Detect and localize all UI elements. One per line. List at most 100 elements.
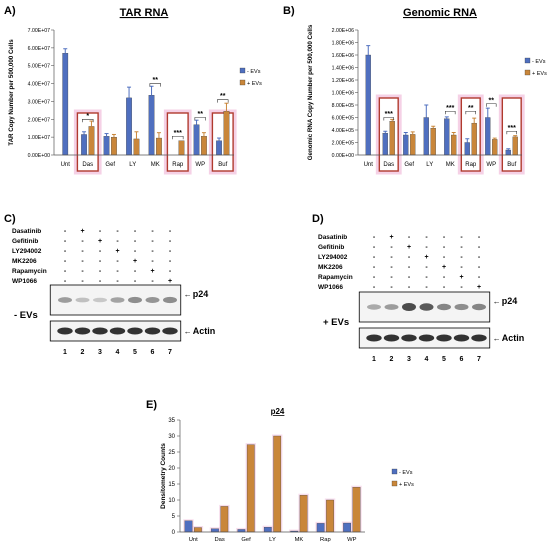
treatment-sign: - <box>99 248 102 255</box>
lane-number: 3 <box>407 356 411 363</box>
treatment-sign: - <box>373 274 376 281</box>
p24-band <box>75 297 90 303</box>
bar-plus-ev-rap <box>178 140 185 156</box>
bar-minus-ev-buf <box>216 140 222 156</box>
bar-plus-ev-buf <box>512 136 518 156</box>
p24-band <box>472 303 486 311</box>
highlight-glow <box>208 109 237 175</box>
bar-minus-ev-das <box>382 132 388 156</box>
legend-swatch <box>391 480 398 487</box>
bar-plus-ev-mk <box>451 134 457 156</box>
bar-minus-ev-rap <box>316 523 325 533</box>
p24-band <box>163 296 177 304</box>
bar-plus-ev-das <box>88 126 95 156</box>
treatment-sign: - <box>478 254 481 261</box>
treatment-sign: - <box>81 258 84 265</box>
significance-marker: ** <box>198 111 204 118</box>
treatment-sign: + <box>477 284 481 291</box>
bar-minus-ev-mk <box>444 118 450 156</box>
treatment-label: WP1066 <box>318 284 343 291</box>
bar-minus-ev-unt <box>365 54 371 156</box>
treatment-label: LY294002 <box>12 248 42 255</box>
treatment-sign: - <box>64 248 67 255</box>
lane-number: 7 <box>168 349 172 356</box>
p24-band <box>437 303 451 311</box>
highlight-box <box>378 97 399 172</box>
treatment-sign: - <box>408 254 411 261</box>
treatment-sign: - <box>390 254 393 261</box>
treatment-sign: - <box>151 228 154 235</box>
chart-title: TAR RNA <box>120 7 169 19</box>
x-tick-label: WP <box>195 162 205 168</box>
lane-number: 6 <box>460 356 464 363</box>
bar-plus-ev-mk <box>156 137 162 156</box>
p24-band <box>367 304 381 310</box>
treatment-label: MK2206 <box>12 258 37 265</box>
x-tick-label: LY <box>426 162 433 168</box>
treatment-sign: - <box>443 234 446 241</box>
highlight-glow <box>163 109 192 175</box>
treatment-sign: - <box>81 278 84 285</box>
actin-band <box>144 327 161 335</box>
bar-plus-ev-gef <box>111 136 117 156</box>
bar-minus-ev-ly <box>263 527 272 533</box>
treatment-sign: - <box>478 234 481 241</box>
legend-swatch <box>524 69 531 76</box>
bar-minus-ev-gef <box>103 136 110 156</box>
legend-swatch <box>239 79 246 86</box>
lane-number: 2 <box>390 356 394 363</box>
legend-label: - EVs <box>399 470 413 476</box>
chart-title: Genomic RNA <box>403 7 477 19</box>
actin-band <box>401 334 417 342</box>
significance-marker: *** <box>385 111 393 118</box>
lane-number: 4 <box>425 356 429 363</box>
actin-band <box>92 327 108 335</box>
western-blot-plus-evs: Dasatinib - + - - - - - Gefitinib - - + - - - - LY294002… <box>318 234 524 363</box>
y-tick-label: 3.00E+07 <box>28 99 50 105</box>
x-tick-label: Das <box>214 537 224 543</box>
treatment-sign: - <box>478 244 481 251</box>
x-tick-label: Das <box>383 162 394 168</box>
p24-band <box>93 297 107 303</box>
treatment-sign: - <box>408 234 411 241</box>
p24-label: p24 <box>502 296 518 306</box>
legend-swatch <box>524 57 531 64</box>
bar-plus-ev-das <box>220 506 229 533</box>
treatment-sign: - <box>478 264 481 271</box>
treatment-sign: - <box>81 238 84 245</box>
treatment-sign: - <box>425 284 428 291</box>
treatment-sign: - <box>460 284 463 291</box>
treatment-sign: + <box>80 228 84 235</box>
y-axis-label: Genomic RNA Copy Number per 500,000 Cell… <box>307 24 314 160</box>
bar-minus-ev-rap <box>464 142 470 156</box>
lane-number: 6 <box>151 349 155 356</box>
significance-bracket <box>217 99 229 103</box>
x-tick-label: Unt <box>364 162 374 168</box>
treatment-sign: - <box>408 284 411 291</box>
treatment-sign: - <box>460 244 463 251</box>
treatment-sign: - <box>99 228 102 235</box>
y-tick-label: 1.60E+06 <box>332 53 354 59</box>
lane-number: 2 <box>81 349 85 356</box>
treatment-sign: - <box>116 258 119 265</box>
x-tick-label: Unt <box>189 537 198 543</box>
treatment-sign: - <box>443 274 446 281</box>
treatment-sign: - <box>390 264 393 271</box>
p24-label: p24 <box>193 289 209 299</box>
x-tick-label: Buf <box>507 162 516 168</box>
bar-minus-ev-das <box>211 528 219 533</box>
bar-plus-ev-wp <box>352 487 361 533</box>
treatment-sign: - <box>151 248 154 255</box>
legend-label: + EVs <box>247 81 262 87</box>
y-tick-label: 6.00E+07 <box>28 46 50 52</box>
y-tick-label: 5 <box>172 514 176 520</box>
treatment-label: WP1066 <box>12 278 37 285</box>
lane-number: 7 <box>477 356 481 363</box>
highlight-box <box>501 97 522 172</box>
actin-band <box>109 327 126 335</box>
p24-band <box>402 303 416 311</box>
treatment-sign: - <box>64 268 67 275</box>
x-tick-label: MK <box>295 537 304 543</box>
treatment-sign: - <box>460 264 463 271</box>
treatment-sign: - <box>169 258 172 265</box>
